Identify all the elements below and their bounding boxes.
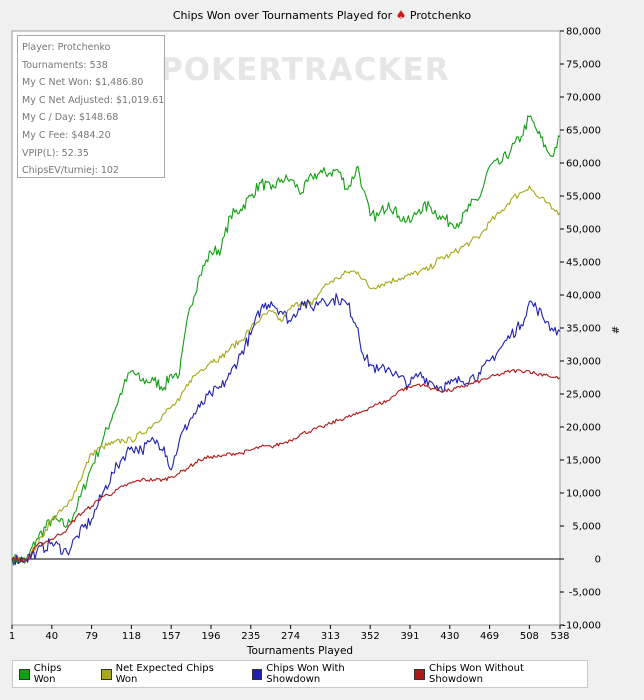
x-tick-label: 274 [281, 631, 300, 642]
y-tick-label: 45,000 [566, 258, 601, 269]
stat-per-day: My C / Day: $148.68 [22, 112, 119, 124]
legend-item-with-showdown[interactable]: Chips Won With Showdown [251, 663, 399, 685]
x-tick-label: 508 [520, 631, 539, 642]
y-tick-label: 80,000 [566, 27, 601, 38]
x-tick-label: 352 [361, 631, 380, 642]
x-tick-label: 1 [9, 631, 15, 642]
legend-label: Chips Won [33, 663, 62, 685]
series-line-net-expected-chips-won [11, 185, 561, 565]
legend-swatch [414, 668, 426, 680]
legend-label: Chips Won Without Showdown [429, 663, 524, 685]
x-tick-label: 538 [550, 631, 569, 642]
chart-title-player: Protchenko [409, 9, 472, 22]
legend-item-chips-won[interactable]: Chips Won [19, 663, 85, 685]
y-tick-label: 55,000 [566, 192, 601, 203]
series-line-chips-won-without-showdown [11, 369, 561, 563]
stat-chipsev: ChipsEV/turniej: 102 [22, 165, 119, 177]
series-line-chips-won-with-showdown [11, 293, 561, 566]
y-tick-label: 10,000 [566, 489, 601, 500]
pokertracker-watermark: POKERTRACKER [160, 52, 450, 88]
x-tick-label: 469 [480, 631, 499, 642]
stat-vpip: VPIP(L): 52.35 [22, 147, 89, 159]
stat-net-won: My C Net Won: $1,486.80 [22, 77, 144, 89]
legend-item-net-expected[interactable]: Net Expected Chips Won [100, 663, 236, 685]
x-tick-label: 430 [440, 631, 459, 642]
x-tick-label: 313 [321, 631, 340, 642]
x-tick-label: 235 [241, 631, 260, 642]
x-tick-label: 157 [162, 631, 181, 642]
y-tick-label: 65,000 [566, 126, 601, 137]
x-axis-label: Tournaments Played [246, 645, 353, 657]
stat-player: Player: Protchenko [22, 42, 111, 53]
y-tick-label: 35,000 [566, 324, 601, 335]
stats-box: Player: Protchenko Tournaments: 538 My C… [17, 35, 165, 178]
y-tick-label: 20,000 [566, 423, 601, 434]
y-axis-label: # [609, 326, 620, 334]
legend-label: Net Expected Chips Won [115, 663, 214, 685]
x-tick-label: 40 [45, 631, 58, 642]
x-tick-label: 196 [201, 631, 220, 642]
y-tick-label: 70,000 [566, 93, 601, 104]
legend-item-without-showdown[interactable]: Chips Won Without Showdown [414, 663, 577, 685]
stat-fee: My C Fee: $484.20 [22, 129, 111, 141]
stat-net-adjusted: My C Net Adjusted: $1,019.61 [22, 94, 165, 106]
y-tick-label: -10,000 [562, 621, 601, 632]
legend-label: Chips Won With Showdown [266, 663, 345, 685]
x-tick-label: 118 [122, 631, 141, 642]
legend-swatch [251, 668, 263, 680]
x-tick-label: 391 [400, 631, 419, 642]
y-tick-label: -5,000 [569, 588, 601, 599]
y-tick-label: 60,000 [566, 159, 601, 170]
chart-legend: Chips Won Net Expected Chips Won Chips W… [12, 660, 588, 688]
x-tick-label: 79 [85, 631, 98, 642]
y-tick-label: 5,000 [572, 522, 601, 533]
y-tick-label: 75,000 [566, 60, 601, 71]
y-tick-label: 30,000 [566, 357, 601, 368]
y-tick-label: 40,000 [566, 291, 601, 302]
stat-tournaments: Tournaments: 538 [22, 59, 108, 71]
series-lines [11, 115, 561, 566]
y-axis: -10,000 -5,000 0 5,000 10,000 15,000 20,000 25,… [560, 27, 601, 632]
series-line-chips-won [11, 115, 561, 566]
chart-title: Chips Won over Tournaments Played for ♠ … [0, 8, 644, 22]
spade-icon: ♠ [395, 8, 407, 22]
legend-swatch [100, 668, 112, 680]
legend-swatch [19, 668, 30, 680]
chart-title-prefix: Chips Won over Tournaments Played for [172, 9, 393, 22]
y-tick-label: 15,000 [566, 456, 601, 467]
y-tick-label: 25,000 [566, 390, 601, 401]
y-tick-label: 50,000 [566, 225, 601, 236]
x-axis: 1 40 79 118 157 196 235 274 313 352 391 430 469 508 53… [9, 625, 570, 642]
y-tick-label: 0 [595, 555, 601, 566]
